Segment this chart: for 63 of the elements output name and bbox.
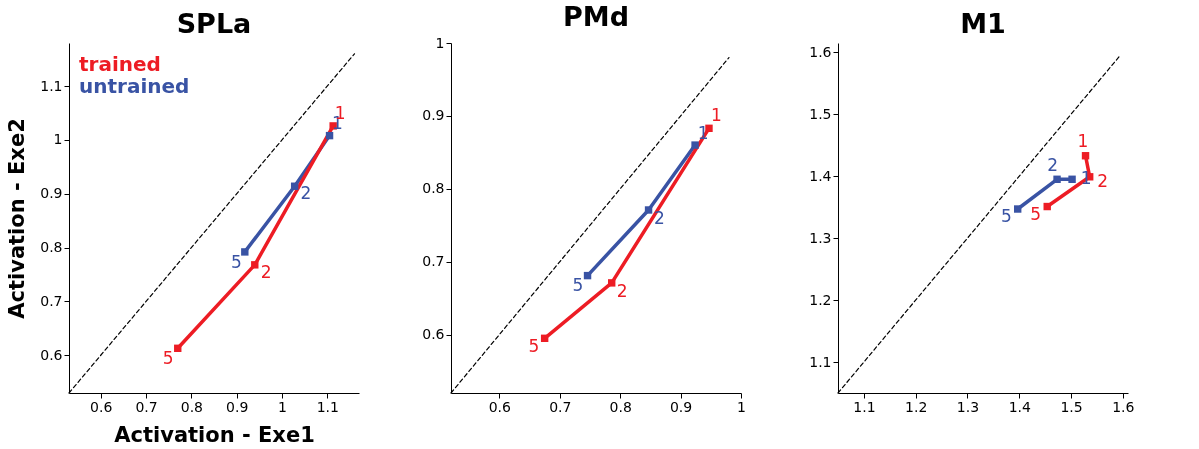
- annotation: 5: [162, 347, 174, 368]
- point: [1013, 205, 1022, 213]
- x-tick-label: 1.4: [1008, 398, 1031, 415]
- chart-title: SPLa: [176, 8, 252, 39]
- x-tick-label: 1.3: [956, 398, 980, 415]
- y-tick-label: 0.8: [40, 239, 63, 256]
- point: [241, 248, 249, 256]
- x-tick-label: 0.9: [669, 398, 693, 415]
- chart-title: PMd: [563, 1, 629, 32]
- y-tick-label: 1.2: [809, 291, 832, 308]
- annotation: 1: [1077, 131, 1089, 152]
- text: trained: [79, 52, 161, 76]
- annotation: 2: [1097, 171, 1109, 192]
- y-tick-label: 1.1: [809, 353, 832, 370]
- chart-title: M1: [960, 8, 1006, 39]
- annotation: 5: [572, 274, 584, 295]
- x-tick-label: 1.1: [316, 398, 339, 415]
- x-axis-title: Activation - Exe1: [114, 422, 315, 447]
- annotation: 5: [1030, 203, 1042, 224]
- y-tick-label: 1.4: [809, 167, 832, 184]
- x-tick-label: 1.2: [905, 398, 928, 415]
- y-tick-label: 0.9: [40, 185, 63, 202]
- point: [691, 141, 699, 149]
- y-tick-label: 0.7: [422, 253, 445, 270]
- y-axis-title: Activation - Exe2: [5, 118, 30, 319]
- point: [1053, 175, 1061, 183]
- y-tick-label: 0.6: [422, 326, 445, 343]
- y-tick-label: 1.6: [809, 43, 832, 60]
- x-tick-label: 0.7: [549, 398, 572, 415]
- point: [1068, 175, 1076, 183]
- x-tick-label: 1: [737, 398, 746, 415]
- point: [644, 206, 653, 214]
- y-tick-label: 0.7: [40, 292, 63, 309]
- annotation: 2: [260, 262, 272, 283]
- y-tick-label: 1: [53, 131, 63, 148]
- x-tick-label: 0.9: [226, 398, 249, 415]
- y-tick-label: 1.1: [40, 77, 63, 94]
- x-tick-label: 1.5: [1060, 398, 1083, 415]
- annotation: 5: [230, 252, 242, 273]
- point: [608, 279, 616, 287]
- annotation: 2: [616, 281, 628, 302]
- y-tick-label: 1.5: [809, 105, 832, 122]
- y-tick-label: 0.8: [422, 180, 445, 197]
- x-tick-label: 0.6: [488, 398, 512, 415]
- annotation: 2: [300, 183, 312, 204]
- annotation: 5: [528, 336, 540, 357]
- point: [251, 261, 259, 269]
- y-tick-label: 1.3: [809, 229, 832, 246]
- annotation: 2: [653, 207, 665, 228]
- y-tick-label: 0.9: [422, 107, 445, 124]
- text: untrained: [79, 74, 190, 98]
- annotation: 2: [1047, 155, 1059, 176]
- x-tick-label: 0.7: [135, 398, 158, 415]
- y-tick-label: 0.6: [40, 346, 63, 363]
- y-tick-label: 1: [435, 34, 445, 51]
- x-tick-label: 1.6: [1112, 398, 1135, 415]
- x-tick-label: 0.8: [180, 398, 203, 415]
- annotation: 1: [711, 105, 722, 126]
- annotation: 5: [1001, 206, 1012, 227]
- x-tick-label: 0.6: [90, 398, 113, 415]
- x-tick-label: 1.1: [853, 398, 876, 415]
- x-tick-label: 0.8: [609, 398, 632, 415]
- x-tick-label: 1: [278, 398, 287, 415]
